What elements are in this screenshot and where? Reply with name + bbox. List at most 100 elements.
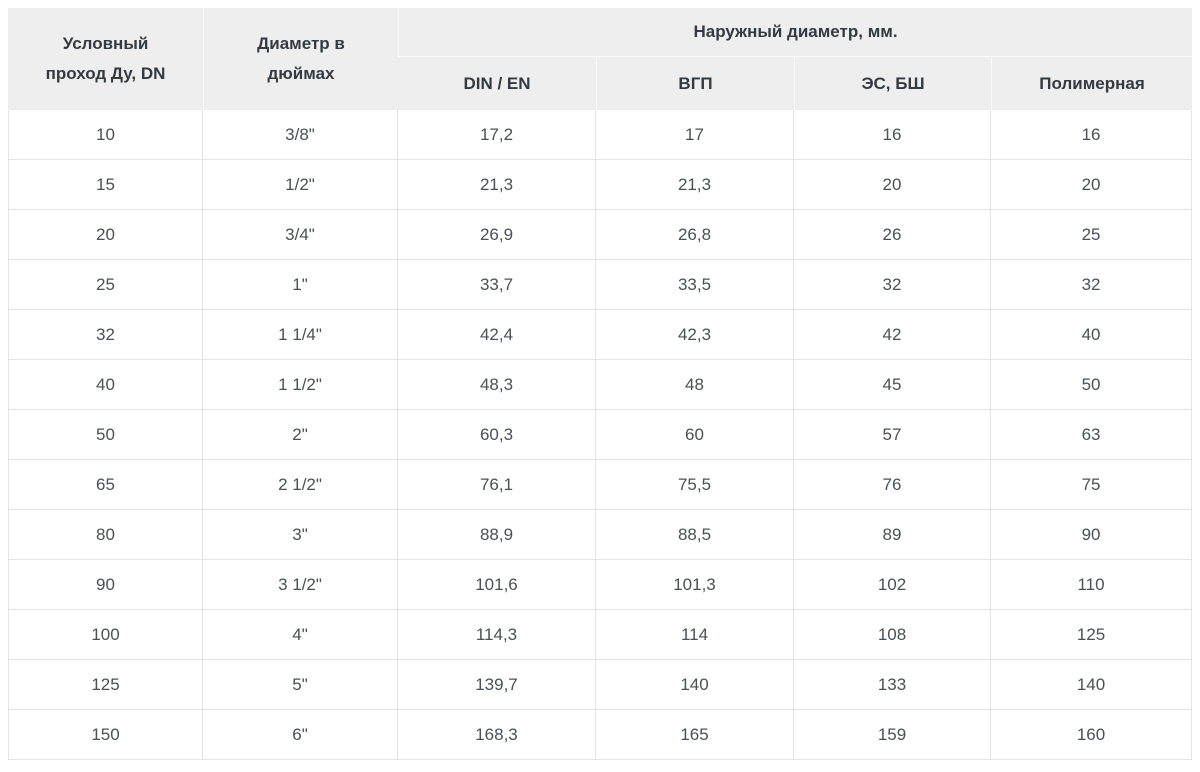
cell-r7-c1: 2 1/2" (203, 460, 398, 510)
cell-r9-c0: 90 (8, 560, 203, 610)
table-row: 80 3" 88,9 88,5 89 90 (8, 510, 1193, 560)
cell-r0-c0: 10 (8, 110, 203, 160)
cell-r7-c3: 75,5 (596, 460, 794, 510)
header-vgp: ВГП (596, 57, 794, 110)
cell-r11-c4: 133 (794, 660, 991, 710)
header-es-bsh: ЭС, БШ (794, 57, 991, 110)
cell-r0-c4: 16 (794, 110, 991, 160)
cell-r1-c1: 1/2" (203, 160, 398, 210)
cell-r10-c0: 100 (8, 610, 203, 660)
cell-r12-c0: 150 (8, 710, 203, 760)
cell-r8-c1: 3" (203, 510, 398, 560)
cell-r3-c1: 1" (203, 260, 398, 310)
cell-r12-c2: 168,3 (398, 710, 596, 760)
table-row: 90 3 1/2" 101,6 101,3 102 110 (8, 560, 1193, 610)
cell-r5-c4: 45 (794, 360, 991, 410)
table-row: 150 6" 168,3 165 159 160 (8, 710, 1193, 760)
cell-r6-c5: 63 (991, 410, 1193, 460)
cell-r4-c2: 42,4 (398, 310, 596, 360)
cell-r6-c0: 50 (8, 410, 203, 460)
cell-r8-c0: 80 (8, 510, 203, 560)
cell-r0-c3: 17 (596, 110, 794, 160)
cell-r11-c2: 139,7 (398, 660, 596, 710)
header-dn: Условный проход Ду, DN (8, 8, 203, 110)
table-row: 32 1 1/4" 42,4 42,3 42 40 (8, 310, 1193, 360)
header-dn-label: Условный проход Ду, DN (45, 34, 166, 83)
cell-r12-c5: 160 (991, 710, 1193, 760)
table-header: Условный проход Ду, DN Диаметр в дюймах … (8, 8, 1193, 110)
cell-r10-c4: 108 (794, 610, 991, 660)
cell-r0-c5: 16 (991, 110, 1193, 160)
cell-r2-c4: 26 (794, 210, 991, 260)
cell-r5-c0: 40 (8, 360, 203, 410)
cell-r4-c4: 42 (794, 310, 991, 360)
table-body: 10 3/8" 17,2 17 16 16 15 1/2" 21,3 21,3 20 20 20 3/4"… (8, 110, 1193, 760)
cell-r6-c3: 60 (596, 410, 794, 460)
cell-r5-c2: 48,3 (398, 360, 596, 410)
cell-r0-c2: 17,2 (398, 110, 596, 160)
cell-r9-c1: 3 1/2" (203, 560, 398, 610)
table-row: 15 1/2" 21,3 21,3 20 20 (8, 160, 1193, 210)
cell-r10-c1: 4" (203, 610, 398, 660)
table-row: 125 5" 139,7 140 133 140 (8, 660, 1193, 710)
header-inches-label: Диаметр в дюймах (257, 34, 345, 83)
cell-r5-c5: 50 (991, 360, 1193, 410)
table-row: 50 2" 60,3 60 57 63 (8, 410, 1193, 460)
cell-r7-c4: 76 (794, 460, 991, 510)
header-outer-diameter-label: Наружный диаметр, мм. (693, 22, 898, 42)
header-inches: Диаметр в дюймах (203, 8, 398, 110)
table-row: 20 3/4" 26,9 26,8 26 25 (8, 210, 1193, 260)
cell-r2-c3: 26,8 (596, 210, 794, 260)
cell-r5-c1: 1 1/2" (203, 360, 398, 410)
cell-r8-c4: 89 (794, 510, 991, 560)
cell-r9-c4: 102 (794, 560, 991, 610)
cell-r2-c2: 26,9 (398, 210, 596, 260)
cell-r4-c3: 42,3 (596, 310, 794, 360)
cell-r7-c5: 75 (991, 460, 1193, 510)
cell-r3-c4: 32 (794, 260, 991, 310)
header-din-en: DIN / EN (398, 57, 596, 110)
cell-r6-c2: 60,3 (398, 410, 596, 460)
cell-r5-c3: 48 (596, 360, 794, 410)
cell-r6-c1: 2" (203, 410, 398, 460)
cell-r3-c2: 33,7 (398, 260, 596, 310)
header-outer-diameter-group: Наружный диаметр, мм. (398, 8, 1193, 57)
cell-r0-c1: 3/8" (203, 110, 398, 160)
cell-r2-c1: 3/4" (203, 210, 398, 260)
cell-r11-c0: 125 (8, 660, 203, 710)
cell-r12-c1: 6" (203, 710, 398, 760)
cell-r7-c2: 76,1 (398, 460, 596, 510)
table-row: 25 1" 33,7 33,5 32 32 (8, 260, 1193, 310)
cell-r3-c5: 32 (991, 260, 1193, 310)
cell-r4-c0: 32 (8, 310, 203, 360)
cell-r10-c2: 114,3 (398, 610, 596, 660)
table-row: 65 2 1/2" 76,1 75,5 76 75 (8, 460, 1193, 510)
cell-r1-c0: 15 (8, 160, 203, 210)
cell-r6-c4: 57 (794, 410, 991, 460)
cell-r9-c5: 110 (991, 560, 1193, 610)
cell-r10-c5: 125 (991, 610, 1193, 660)
cell-r1-c2: 21,3 (398, 160, 596, 210)
cell-r8-c5: 90 (991, 510, 1193, 560)
cell-r4-c1: 1 1/4" (203, 310, 398, 360)
cell-r1-c4: 20 (794, 160, 991, 210)
cell-r11-c3: 140 (596, 660, 794, 710)
cell-r10-c3: 114 (596, 610, 794, 660)
cell-r11-c5: 140 (991, 660, 1193, 710)
cell-r1-c3: 21,3 (596, 160, 794, 210)
cell-r8-c3: 88,5 (596, 510, 794, 560)
cell-r7-c0: 65 (8, 460, 203, 510)
table-row: 40 1 1/2" 48,3 48 45 50 (8, 360, 1193, 410)
cell-r3-c0: 25 (8, 260, 203, 310)
cell-r9-c2: 101,6 (398, 560, 596, 610)
cell-r11-c1: 5" (203, 660, 398, 710)
cell-r8-c2: 88,9 (398, 510, 596, 560)
pipe-diameter-table: Условный проход Ду, DN Диаметр в дюймах … (8, 8, 1193, 760)
header-polymer: Полимерная (991, 57, 1193, 110)
table-row: 10 3/8" 17,2 17 16 16 (8, 110, 1193, 160)
cell-r1-c5: 20 (991, 160, 1193, 210)
cell-r3-c3: 33,5 (596, 260, 794, 310)
cell-r2-c5: 25 (991, 210, 1193, 260)
cell-r12-c4: 159 (794, 710, 991, 760)
